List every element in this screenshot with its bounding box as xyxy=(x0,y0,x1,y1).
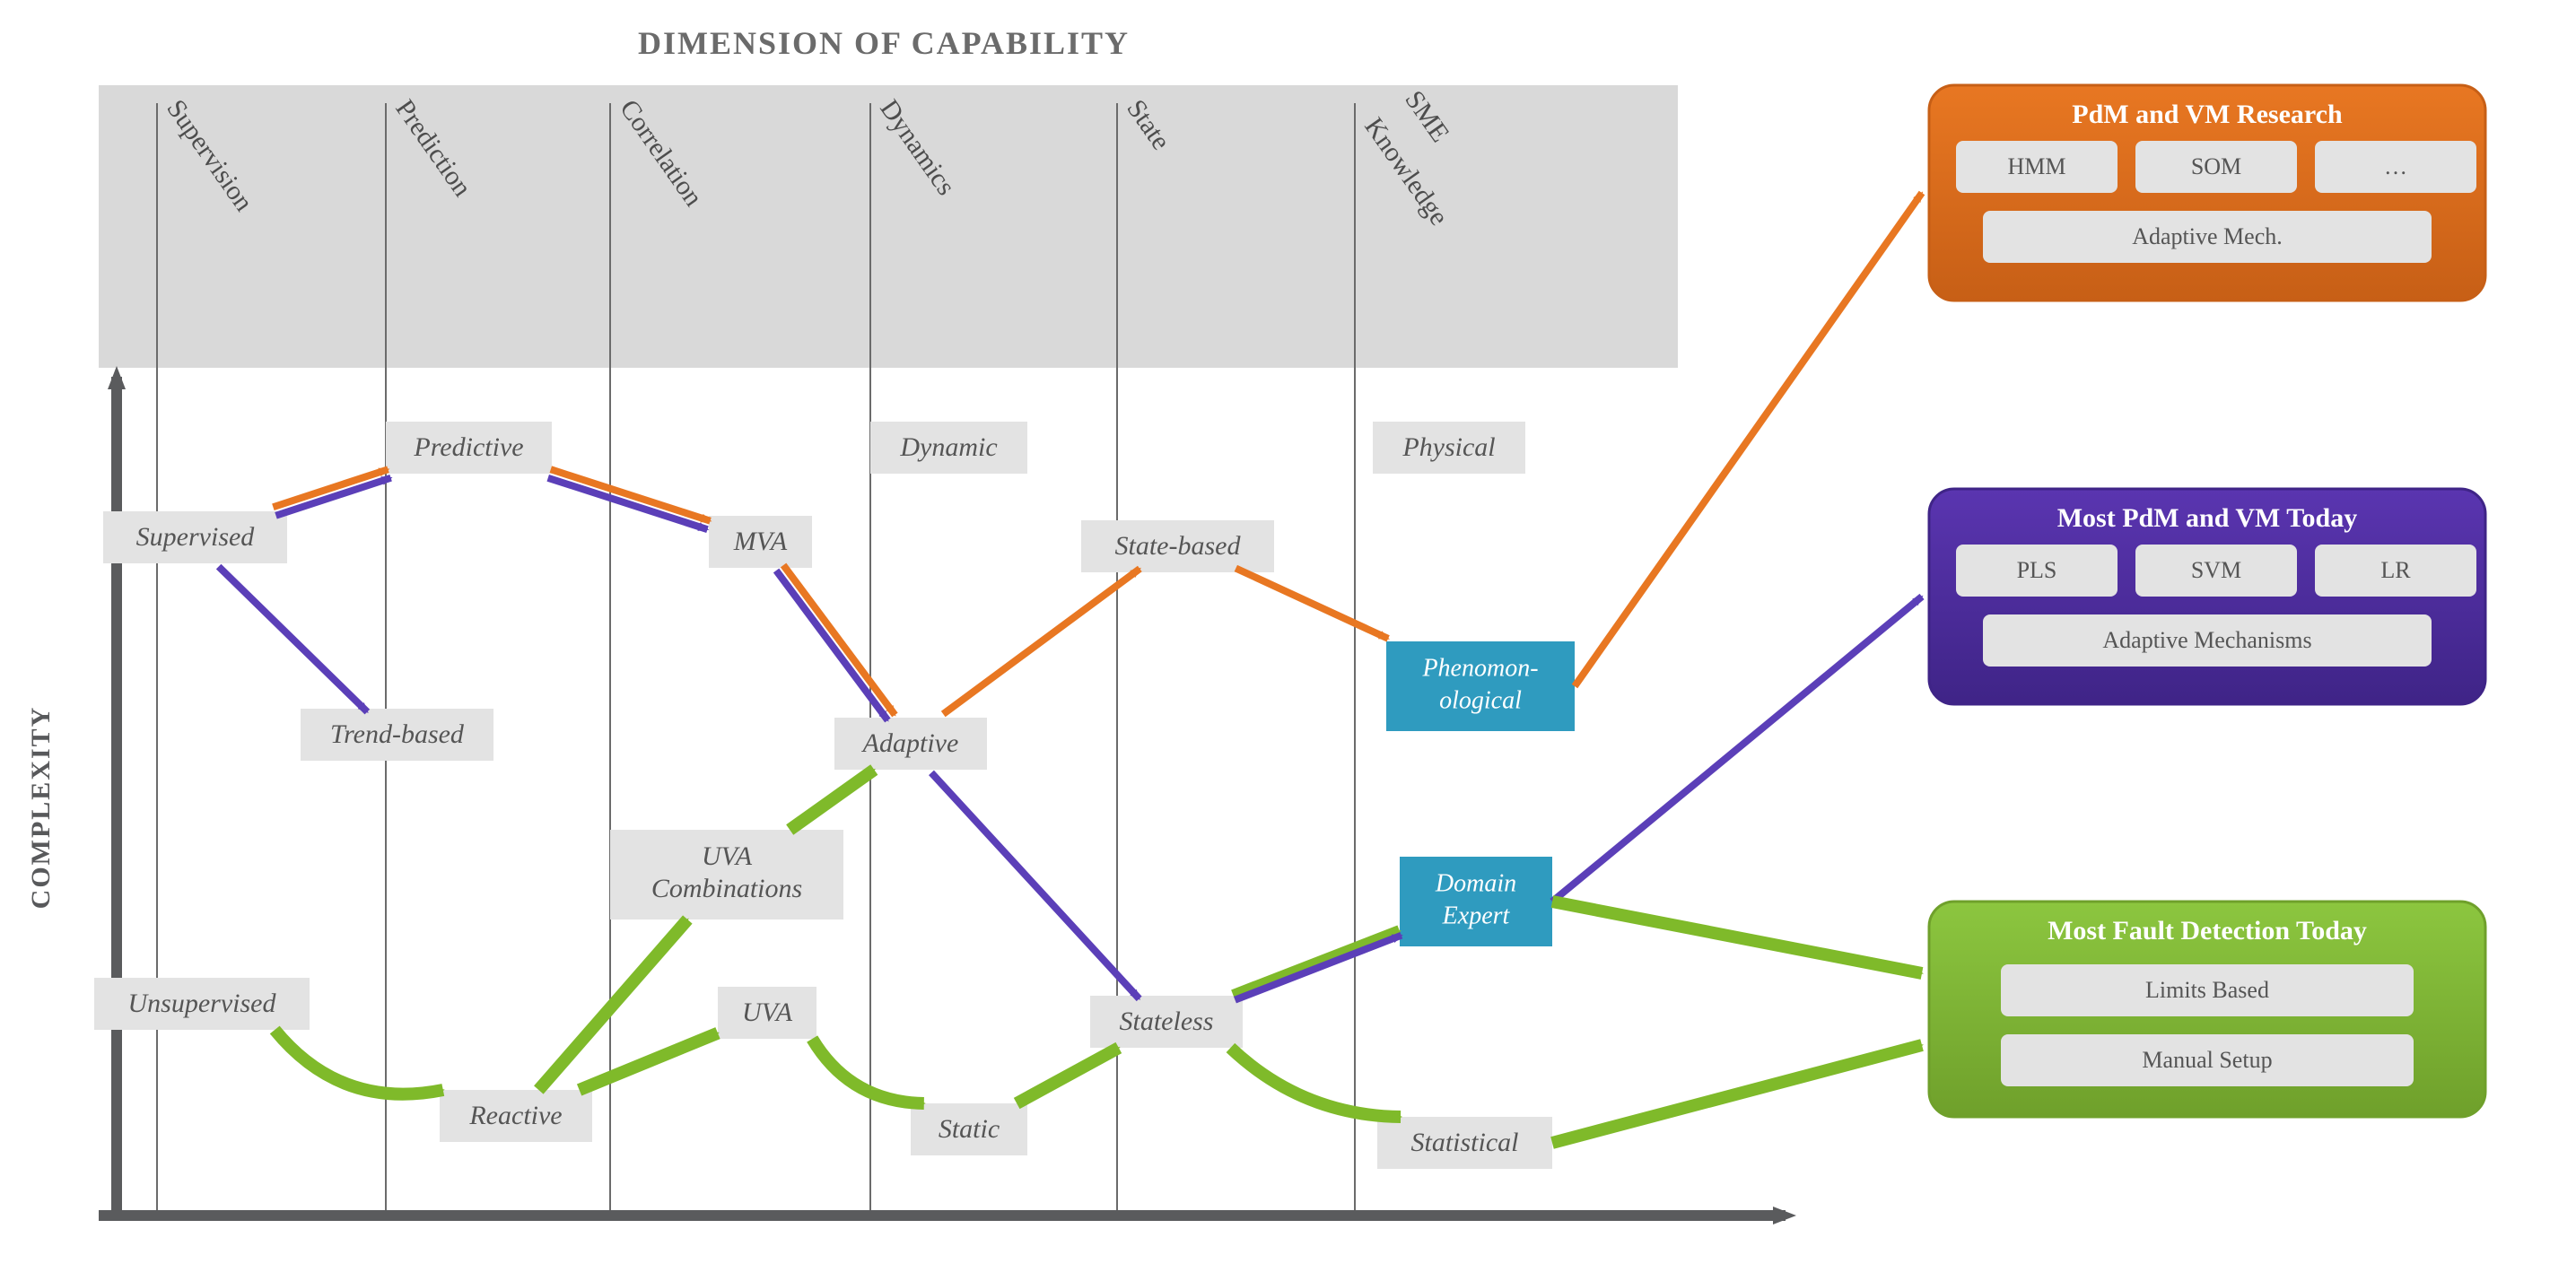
node-label: Stateless xyxy=(1120,1006,1214,1036)
node-label: Adaptive xyxy=(861,728,959,758)
flow-arrow-green xyxy=(812,1039,924,1103)
node-mva: MVA xyxy=(709,516,812,568)
node-unsupervised: Unsupervised xyxy=(94,978,310,1030)
node-supervised: Supervised xyxy=(103,511,287,563)
node-uvacomb: UVA Combinations xyxy=(610,830,843,919)
flow-arrow xyxy=(1235,936,1401,1000)
node-domexp: Domain Expert xyxy=(1400,857,1552,946)
node-label: Trend-based xyxy=(330,719,465,749)
flow-arrow xyxy=(551,469,711,520)
panel-purple: Most PdM and VM TodayPLS SVM LR Adaptive Me… xyxy=(1929,489,2485,704)
panel-arrow xyxy=(1552,902,1922,973)
node-label: State-based xyxy=(1115,531,1242,561)
panel-orange: PdM and VM Research HMM SOM … Adaptive Mech. xyxy=(1929,85,2485,301)
flow-arrow-green xyxy=(538,919,687,1090)
flow-arrow xyxy=(219,567,368,712)
node-label: Predictive xyxy=(413,432,523,462)
node-adaptive: Adaptive xyxy=(834,718,987,770)
node-predictive: Predictive xyxy=(386,422,552,474)
node-label: ological xyxy=(1439,686,1522,714)
node-label: Statistical xyxy=(1411,1128,1519,1157)
panel-chip-label: Adaptive Mech. xyxy=(2132,223,2283,249)
panel-chip-label: PLS xyxy=(2017,557,2057,583)
node-stateless: Stateless xyxy=(1090,996,1243,1048)
panel-chip-label: SOM xyxy=(2191,153,2241,179)
node-statebased: State-based xyxy=(1081,520,1274,572)
flow-arrow xyxy=(931,772,1140,998)
panel-chip-label: … xyxy=(2384,153,2407,179)
node-phenom: Phenomon-ological xyxy=(1386,641,1575,731)
flow-arrow xyxy=(1236,568,1388,638)
node-uva: UVA xyxy=(718,987,816,1039)
node-label: UVA xyxy=(742,998,793,1027)
panel-chip-label: HMM xyxy=(2007,153,2065,179)
panel-arrow xyxy=(1552,1045,1922,1143)
node-label: Reactive xyxy=(468,1101,562,1130)
node-physical: Physical xyxy=(1373,422,1525,474)
node-static: Static xyxy=(911,1103,1027,1155)
panel-green: Most Fault Detection Today Limits Based Ma… xyxy=(1929,902,2485,1117)
node-label: Domain xyxy=(1435,869,1516,897)
node-label: Unsupervised xyxy=(128,989,277,1018)
flow-arrow xyxy=(783,565,895,715)
panel-title: Most PdM and VM Today xyxy=(2057,503,2358,533)
flow-arrow xyxy=(943,569,1140,714)
panel-title: Most Fault Detection Today xyxy=(2048,916,2367,946)
flow-arrow-green xyxy=(275,1030,443,1094)
panel-chip-label: SVM xyxy=(2191,557,2241,583)
panel-chip-label: Adaptive Mechanisms xyxy=(2102,627,2311,653)
flow-arrow-green xyxy=(1017,1048,1119,1103)
node-label: MVA xyxy=(733,527,788,556)
node-reactive: Reactive xyxy=(440,1090,592,1142)
node-statistical: Statistical xyxy=(1377,1117,1552,1169)
flow-arrow-green xyxy=(790,770,874,830)
node-label: Combinations xyxy=(651,874,802,903)
node-label: Supervised xyxy=(136,522,256,552)
flow-arrow xyxy=(548,478,708,529)
panel-chip-label: LR xyxy=(2380,557,2411,583)
y-axis-label: COMPLEXITY xyxy=(26,706,56,910)
node-label: Expert xyxy=(1442,902,1511,929)
node-label: Dynamic xyxy=(899,432,997,462)
flow-arrow-green xyxy=(1234,931,1400,996)
dimension-title: DIMENSION OF CAPABILITY xyxy=(638,25,1130,61)
panel-chip-label: Limits Based xyxy=(2145,977,2269,1003)
node-label: Physical xyxy=(1402,432,1495,462)
flow-arrow-green xyxy=(580,1033,718,1090)
panel-chip-label: Manual Setup xyxy=(2142,1047,2272,1073)
panel-title: PdM and VM Research xyxy=(2072,100,2343,129)
node-label: Phenomon- xyxy=(1421,654,1538,682)
node-trend: Trend-based xyxy=(301,709,493,761)
node-dynamic: Dynamic xyxy=(870,422,1027,474)
flow-arrow-green xyxy=(1230,1048,1401,1117)
diagram-canvas: DIMENSION OF CAPABILITYSupervisionPredic… xyxy=(0,0,2576,1281)
node-label: UVA xyxy=(702,841,753,871)
node-label: Static xyxy=(939,1114,1000,1144)
